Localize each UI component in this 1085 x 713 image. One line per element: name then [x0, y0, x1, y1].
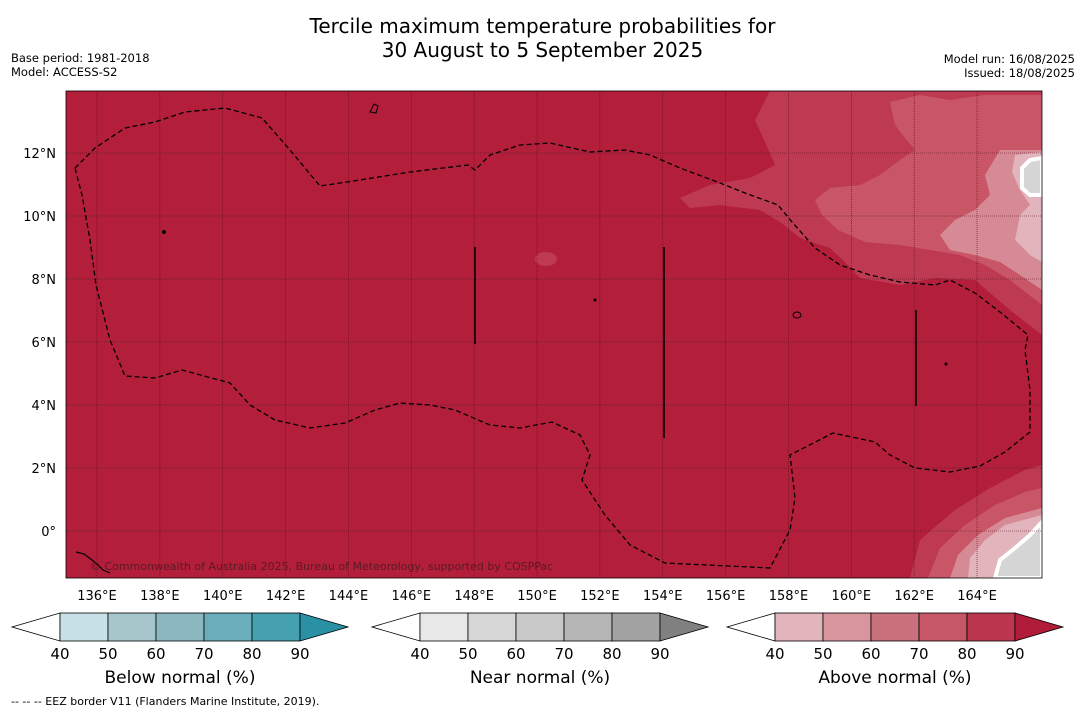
latitude-labels: 12°N 10°N 8°N 6°N 4°N 2°N 0°: [23, 147, 56, 540]
colorbar-tick-label: 40: [765, 645, 784, 663]
island-outline: [369, 103, 379, 114]
colorbar-segment: [870, 612, 920, 642]
colorbar-tick-label: 50: [98, 645, 117, 663]
map-title: Tercile maximum temperature probabilitie…: [0, 14, 1085, 62]
above-normal-colorbar: 40 50 60 70 80 90: [725, 612, 1065, 663]
longitude-tick-label: 142°E: [266, 589, 306, 604]
above-normal-60-region: [940, 150, 1042, 290]
above-normal-80-spot: [535, 252, 557, 266]
colorbar-segment: [563, 612, 613, 642]
latitude-tick-label: 2°N: [32, 462, 57, 477]
colorbar-tick-label: 50: [813, 645, 832, 663]
colorbar-extend-high: [1014, 612, 1065, 642]
island-dot: [162, 230, 166, 234]
colorbar-extend-low: [370, 612, 421, 642]
colorbar-tick-label: 60: [506, 645, 525, 663]
latitude-tick-label: 8°N: [32, 273, 57, 288]
latitude-tick-label: 6°N: [32, 336, 57, 351]
colorbar-tick-label: 60: [146, 645, 165, 663]
colorbar-extend-high: [299, 612, 350, 642]
colorbar-segment: [467, 612, 517, 642]
eez-legend-note: -- -- -- EEZ border V11 (Flanders Marine…: [11, 695, 320, 708]
copyright-text: © Commonwealth of Australia 2025, Bureau…: [90, 560, 553, 573]
colorbar-tick-label: 80: [957, 645, 976, 663]
above-normal-colorbar-title: Above normal (%): [818, 668, 972, 688]
title-line-1: Tercile maximum temperature probabilitie…: [309, 14, 776, 38]
island-outline: [792, 311, 802, 319]
map-plot-area: © Commonwealth of Australia 2025, Bureau…: [66, 91, 1042, 578]
latitude-tick-label: 12°N: [23, 147, 56, 162]
colorbar-segment: [251, 612, 301, 642]
colorbar-extend-low: [10, 612, 61, 642]
latitude-tick-label: 10°N: [23, 210, 56, 225]
colorbar-tick-label: 70: [909, 645, 928, 663]
colorbar-extend-low: [725, 612, 776, 642]
colorbar-tick-label: 70: [194, 645, 213, 663]
colorbar-tick-label: 50: [458, 645, 477, 663]
latitude-tick-label: 0°: [41, 525, 56, 540]
longitude-tick-label: 146°E: [392, 589, 432, 604]
longitude-tick-label: 154°E: [643, 589, 683, 604]
longitude-tick-label: 158°E: [769, 589, 809, 604]
colorbar-segment: [918, 612, 968, 642]
colorbar-tick-label: 60: [861, 645, 880, 663]
base-period: Base period: 1981-2018: [11, 51, 150, 65]
title-line-2: 30 August to 5 September 2025: [381, 38, 704, 62]
model-run: Model run: 16/08/2025: [943, 52, 1075, 66]
colorbar-group: 40 50 60 70 80 90 40 50 60 70 80 90 40 50 60 70 80 90: [10, 612, 1065, 663]
longitude-labels: 136°E 138°E 140°E 142°E 144°E 146°E 148°E 150°E…: [77, 589, 997, 604]
island-outline: [75, 551, 111, 574]
longitude-tick-label: 148°E: [454, 589, 494, 604]
near-normal-region-north: [1020, 155, 1042, 197]
eez-border-west: [74, 107, 1031, 569]
colorbar-segment: [59, 612, 109, 642]
colorbar-tick-label: 80: [242, 645, 261, 663]
near-normal-colorbar: 40 50 60 70 80 90: [370, 612, 710, 663]
model-name: Model: ACCESS-S2: [11, 65, 118, 79]
longitude-tick-label: 160°E: [832, 589, 872, 604]
colorbar-segment: [107, 612, 157, 642]
colorbar-tick-label: 80: [602, 645, 621, 663]
colorbar-extend-high: [659, 612, 710, 642]
below-normal-colorbar-title: Below normal (%): [104, 668, 256, 688]
below-normal-colorbar: 40 50 60 70 80 90: [10, 612, 350, 663]
island-dot: [593, 298, 597, 302]
colorbar-segment: [611, 612, 661, 642]
longitude-tick-label: 164°E: [957, 589, 997, 604]
colorbar-segment: [155, 612, 205, 642]
longitude-tick-label: 138°E: [140, 589, 180, 604]
colorbar-segment: [822, 612, 872, 642]
colorbar-segment: [966, 612, 1016, 642]
latitude-tick-label: 4°N: [32, 399, 57, 414]
longitude-tick-label: 140°E: [203, 589, 243, 604]
colorbar-tick-label: 40: [50, 645, 69, 663]
island-dot: [944, 362, 948, 366]
longitude-tick-label: 136°E: [77, 589, 117, 604]
longitude-tick-label: 144°E: [329, 589, 369, 604]
near-normal-colorbar-title: Near normal (%): [469, 668, 611, 688]
map-frame: [65, 90, 1043, 579]
longitude-tick-label: 156°E: [706, 589, 746, 604]
colorbar-tick-label: 90: [290, 645, 309, 663]
colorbar-segment: [203, 612, 253, 642]
colorbar-segment: [419, 612, 469, 642]
colorbar-tick-label: 70: [554, 645, 573, 663]
colorbar-tick-label: 40: [410, 645, 429, 663]
meta-left: Base period: 1981-2018 Model: ACCESS-S2: [11, 51, 150, 79]
issued-date: Issued: 18/08/2025: [964, 66, 1075, 80]
colorbar-tick-label: 90: [1005, 645, 1024, 663]
colorbar-tick-label: 90: [650, 645, 669, 663]
colorbar-segment: [515, 612, 565, 642]
longitude-tick-label: 162°E: [894, 589, 934, 604]
longitude-tick-label: 152°E: [580, 589, 620, 604]
graticule: [66, 91, 1042, 578]
colorbar-segment: [774, 612, 824, 642]
meta-right: Model run: 16/08/2025 Issued: 18/08/2025: [944, 52, 1075, 80]
longitude-tick-label: 150°E: [517, 589, 557, 604]
near-normal-region-south: [992, 519, 1042, 578]
